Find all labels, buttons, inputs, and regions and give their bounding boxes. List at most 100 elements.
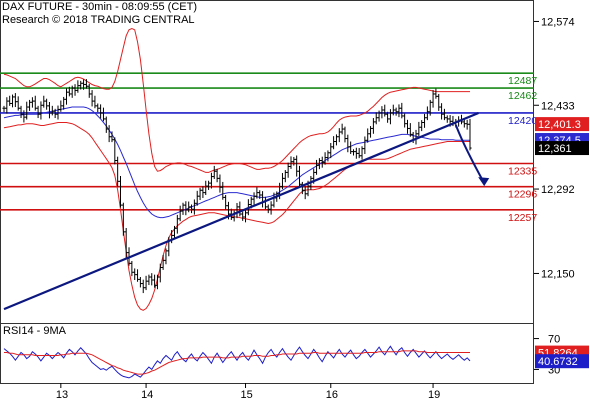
candle: [221, 181, 225, 200]
candle: [439, 103, 444, 120]
candle: [201, 186, 205, 198]
candle: [175, 214, 179, 234]
candle: [332, 136, 336, 150]
candle: [417, 121, 421, 137]
candle: [224, 195, 228, 210]
candle: [13, 93, 17, 108]
candle: [141, 279, 145, 294]
copyright-text: Research © 2018 TRADING CENTRAL: [2, 14, 195, 26]
price-badges: 12,401.312,374.512,361: [535, 117, 589, 156]
candle: [334, 134, 339, 146]
forecast-arrow: [454, 124, 486, 184]
plot-border: [0, 0, 534, 384]
candle: [346, 134, 350, 153]
candle: [101, 107, 106, 122]
price-tick-label: 12,433: [541, 100, 575, 112]
candle: [374, 112, 378, 125]
candle: [161, 255, 165, 270]
candle: [184, 201, 188, 216]
candle: [5, 97, 9, 114]
candle: [39, 101, 43, 120]
candle: [445, 115, 449, 123]
candle: [442, 108, 447, 121]
candle: [152, 274, 157, 288]
candle: [420, 120, 424, 132]
candle: [383, 104, 387, 117]
candle: [241, 211, 245, 221]
candle: [422, 113, 427, 128]
rsi-badge-text: 40.6732: [538, 356, 578, 368]
candle: [30, 97, 35, 108]
day-tick-label: 16: [326, 389, 338, 400]
candle: [16, 96, 20, 111]
candle: [62, 96, 66, 110]
candle: [87, 83, 91, 98]
day-tick-label: 13: [56, 389, 68, 400]
candle: [198, 187, 202, 201]
candle: [286, 162, 290, 178]
level-label-12335: 12335: [508, 166, 537, 178]
candle: [99, 104, 103, 119]
candle: [295, 155, 299, 177]
time-x-axis: 13 14 15 16 19: [56, 383, 440, 400]
candle: [178, 205, 182, 222]
candle: [218, 174, 222, 193]
price-tick-label: 12,292: [541, 184, 575, 196]
candle: [212, 165, 216, 179]
candle: [36, 105, 40, 119]
candle: [360, 146, 364, 160]
day-tick-label: 14: [141, 389, 153, 400]
candle: [150, 273, 154, 286]
candle: [10, 94, 15, 108]
candle: [343, 126, 347, 143]
candle: [181, 202, 185, 215]
candle: [462, 119, 466, 128]
candle: [363, 136, 367, 154]
candle: [397, 104, 401, 118]
day-tick-label: 19: [428, 389, 440, 400]
candle: [206, 180, 211, 190]
trendline: [3, 111, 479, 311]
candle: [388, 109, 393, 125]
candle: [260, 191, 265, 208]
candle: [135, 269, 140, 282]
candle: [19, 105, 23, 119]
bollinger-bands: [3, 28, 470, 311]
candle: [434, 88, 438, 99]
candle: [266, 204, 270, 214]
candle: [192, 199, 196, 215]
candle: [42, 95, 46, 108]
candle: [27, 99, 32, 111]
candle: [337, 128, 341, 143]
candle: [8, 95, 12, 106]
candle: [468, 118, 472, 151]
price-levels: 12487 12462 12420 12335 12296 12257: [0, 72, 537, 224]
moving-average: [3, 106, 470, 219]
price-badge-text: 12,361: [538, 143, 572, 155]
candle: [133, 268, 137, 280]
candle: [22, 110, 26, 123]
candle: [204, 180, 208, 195]
candle: [93, 95, 97, 109]
level-label-12462: 12462: [508, 90, 537, 102]
candle: [357, 148, 361, 159]
candle: [366, 128, 370, 143]
candle: [320, 156, 324, 168]
candle: [289, 156, 293, 169]
candle: [45, 98, 49, 110]
candle: [371, 118, 375, 134]
candle: [354, 147, 358, 159]
candle: [368, 126, 373, 138]
candle: [349, 141, 353, 154]
candle: [400, 102, 404, 119]
candle: [33, 95, 37, 111]
candle: [238, 201, 242, 217]
level-label-12296: 12296: [508, 189, 537, 201]
candle: [2, 105, 6, 113]
candle: [269, 201, 273, 215]
rsi-line: [3, 345, 471, 379]
rsi-tick-label: 70: [548, 334, 560, 346]
candle: [351, 149, 356, 156]
